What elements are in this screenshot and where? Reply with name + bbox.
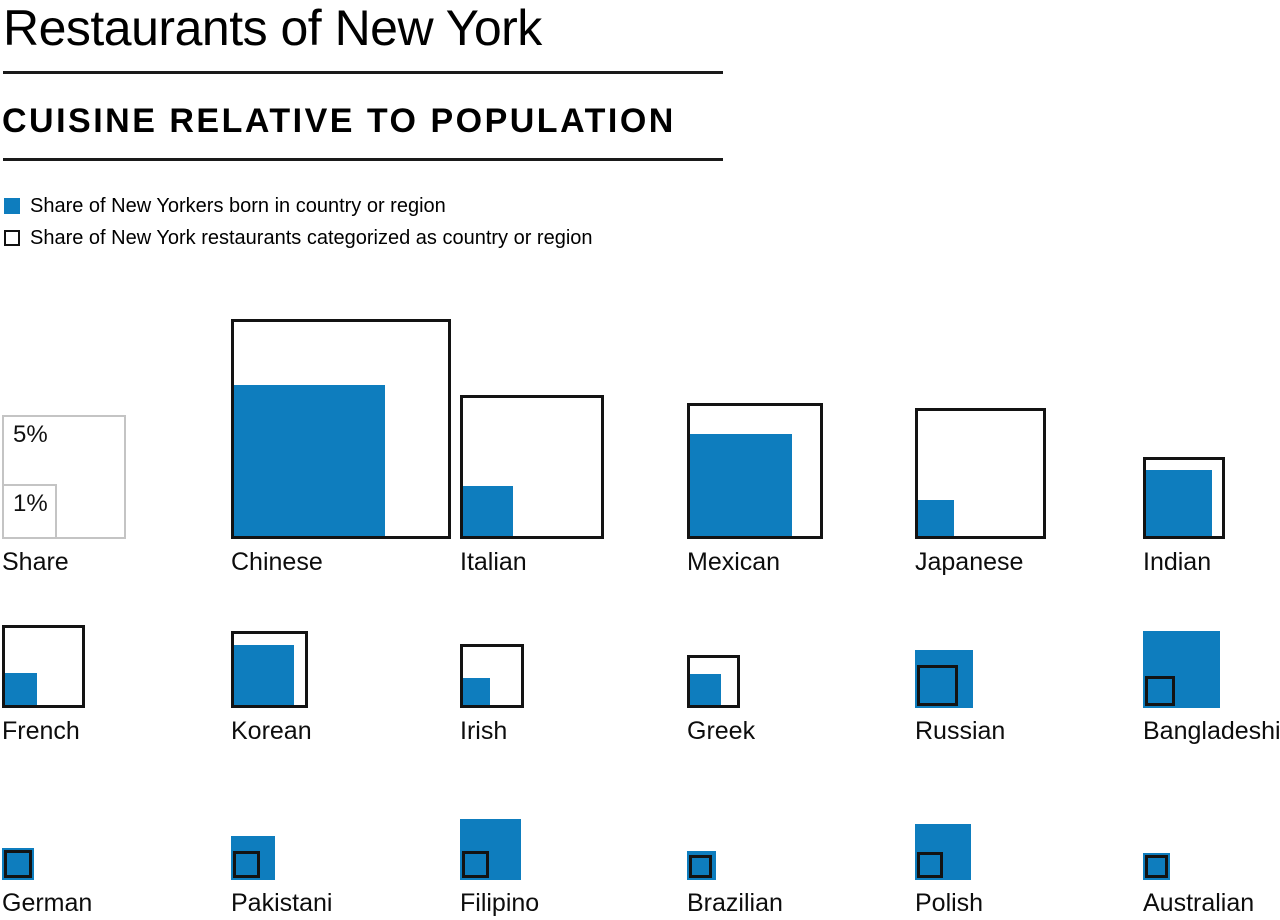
title-divider (3, 71, 723, 74)
cuisine-label-mexican: Mexican (687, 548, 781, 576)
restaurant-share-square (1143, 457, 1225, 539)
outlined-square-icon (4, 230, 20, 246)
cuisine-cell-greek (687, 655, 740, 708)
cuisine-label-filipino: Filipino (460, 889, 540, 917)
restaurant-share-square (460, 395, 604, 539)
legend-label-born-share: Share of New Yorkers born in country or … (30, 194, 446, 217)
cuisine-label-french: French (2, 717, 80, 745)
cuisine-cell-australian (1143, 853, 1170, 880)
born-share-square (915, 500, 954, 539)
restaurant-share-square (917, 852, 943, 878)
cuisine-label-bangladeshi: Bangladeshi (1143, 717, 1280, 745)
born-share-square (915, 650, 973, 708)
cuisine-cell-korean (231, 631, 308, 708)
cuisine-label-italian: Italian (460, 548, 527, 576)
scale-1pct-square: 1% (2, 484, 57, 539)
cuisine-cell-italian (460, 395, 604, 539)
restaurant-share-square (915, 408, 1046, 539)
cuisine-cell-pakistani (231, 836, 275, 880)
born-share-square (231, 385, 385, 539)
cuisine-cell-japanese (915, 408, 1046, 539)
cuisine-cell-indian (1143, 457, 1225, 539)
cuisine-cell-filipino (460, 819, 521, 880)
legend-label-restaurant-share: Share of New York restaurants categorize… (30, 226, 593, 249)
cuisine-label-korean: Korean (231, 717, 312, 745)
cuisine-label-irish: Irish (460, 717, 508, 745)
scale-5pct-square: 5% 1% (2, 415, 126, 539)
scale-5pct-label: 5% (13, 421, 48, 448)
cuisine-label-pakistani: Pakistani (231, 889, 333, 917)
cuisine-cell-polish (915, 824, 971, 880)
restaurant-share-square (689, 855, 712, 878)
scale-reference: 5% 1% (2, 415, 126, 539)
scale-1pct-label: 1% (13, 490, 48, 517)
cuisine-cell-mexican (687, 403, 823, 539)
cuisine-cell-russian (915, 650, 973, 708)
born-share-square (231, 645, 294, 708)
born-share-square (231, 836, 275, 880)
cuisine-label-brazilian: Brazilian (687, 889, 783, 917)
cuisine-cell-chinese (231, 319, 451, 539)
born-share-square (460, 678, 490, 708)
filled-square-icon (4, 198, 20, 214)
restaurant-share-square (687, 655, 740, 708)
cuisine-label-japanese: Japanese (915, 548, 1024, 576)
cuisine-label-indian: Indian (1143, 548, 1212, 576)
cuisine-label-german: German (2, 889, 93, 917)
born-share-square (1143, 631, 1220, 708)
cuisine-label-australian: Australian (1143, 889, 1255, 917)
cuisine-cell-german (2, 848, 34, 880)
restaurant-share-square (687, 403, 823, 539)
restaurant-share-square (233, 851, 260, 878)
restaurant-share-square (231, 319, 451, 539)
cuisine-label-polish: Polish (915, 889, 984, 917)
cuisine-cell-brazilian (687, 851, 716, 880)
subtitle-divider (3, 158, 723, 161)
born-share-square (460, 819, 521, 880)
cuisine-label-greek: Greek (687, 717, 756, 745)
cuisine-cell-bangladeshi (1143, 631, 1220, 708)
restaurant-share-square (1145, 676, 1175, 706)
restaurant-share-square (462, 851, 489, 878)
scale-caption: Share (2, 548, 69, 576)
restaurant-share-square (1145, 855, 1168, 878)
born-share-square (687, 674, 721, 708)
page-subtitle: CUISINE RELATIVE TO POPULATION (2, 102, 676, 140)
chart-legend: Share of New Yorkers born in country or … (4, 190, 593, 254)
born-share-square (687, 434, 792, 539)
squares-chart: 5% 1% Share Chinese Italian Mexican Japanes… (0, 300, 1280, 920)
cuisine-label-chinese: Chinese (231, 548, 323, 576)
restaurant-share-square (917, 665, 958, 706)
cuisine-label-russian: Russian (915, 717, 1006, 745)
cuisine-cell-irish (460, 644, 524, 708)
page-title: Restaurants of New York (3, 0, 542, 56)
born-share-square (460, 486, 513, 539)
legend-item-restaurant-share: Share of New York restaurants categorize… (4, 222, 593, 254)
born-share-square (1143, 470, 1212, 539)
cuisine-cell-french (2, 625, 85, 708)
restaurant-share-square (231, 631, 308, 708)
born-share-square (2, 673, 37, 708)
restaurant-share-square (2, 625, 85, 708)
restaurant-share-square (4, 850, 32, 878)
legend-item-born-share: Share of New Yorkers born in country or … (4, 190, 593, 222)
born-share-square (2, 848, 34, 880)
restaurant-share-square (460, 644, 524, 708)
